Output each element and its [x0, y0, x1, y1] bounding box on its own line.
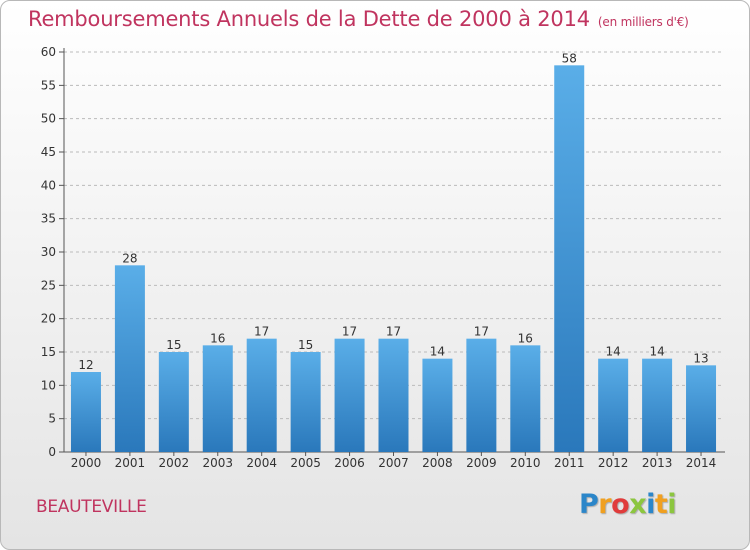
y-tick-label: 30: [41, 245, 56, 259]
y-tick-label: 25: [41, 278, 56, 292]
bar-2013: [642, 358, 673, 452]
data-label-2000: 12: [78, 358, 93, 372]
x-tick-label-2010: 2010: [510, 456, 541, 470]
axes: 0 5 10 15 20 25 30 35 40 45 50 55 60 2000 2001 2002 2003…: [41, 45, 725, 470]
data-label-2003: 16: [210, 331, 225, 345]
bar-2005: [290, 352, 321, 452]
data-label-2002: 15: [166, 338, 181, 352]
bar-2008: [422, 358, 453, 452]
y-tick-label: 40: [41, 178, 56, 192]
y-tick-label: 45: [41, 145, 56, 159]
bar-2014: [686, 365, 717, 452]
data-label-2006: 17: [342, 325, 357, 339]
data-label-2014: 13: [693, 351, 708, 365]
y-tick-label: 15: [41, 345, 56, 359]
chart-title: Remboursements Annuels de la Dette de 20…: [28, 7, 689, 31]
bar-2011: [554, 65, 585, 452]
x-tick-label-2013: 2013: [642, 456, 673, 470]
x-tick-label-2008: 2008: [422, 456, 453, 470]
bar-2004: [246, 338, 277, 452]
data-label-2008: 14: [430, 345, 445, 359]
y-tick-label: 60: [41, 45, 56, 59]
bar-2003: [202, 345, 233, 452]
data-label-2004: 17: [254, 325, 269, 339]
bar-2010: [510, 345, 541, 452]
x-tick-label-2011: 2011: [554, 456, 585, 470]
logo-letter: r: [598, 489, 612, 520]
data-label-2009: 17: [474, 325, 489, 339]
logo-letter: i: [646, 489, 655, 520]
bar-2001: [114, 265, 145, 452]
x-tick-label-2005: 2005: [290, 456, 321, 470]
bars: 12 28 15 16 17 15 17 17 14 17 16 58 14 14 13: [70, 51, 717, 452]
data-label-2005: 15: [298, 338, 313, 352]
y-tick-label: 55: [41, 78, 56, 92]
logo-letter: t: [654, 489, 668, 520]
bar-2002: [158, 352, 189, 452]
x-tick-label-2012: 2012: [598, 456, 629, 470]
bar-2000: [70, 372, 101, 452]
data-label-2011: 58: [562, 51, 577, 65]
data-label-2013: 14: [649, 345, 664, 359]
chart-unit: (en milliers d'€): [597, 15, 689, 29]
bar-2012: [598, 358, 629, 452]
x-tick-label-2002: 2002: [159, 456, 190, 470]
logo-letter: P: [579, 489, 599, 520]
x-tick-label-2014: 2014: [686, 456, 717, 470]
logo-letter: i: [667, 489, 677, 520]
bar-2009: [466, 338, 497, 452]
x-tick-label-2004: 2004: [246, 456, 277, 470]
data-label-2010: 16: [518, 331, 533, 345]
y-tick-label: 50: [41, 112, 56, 126]
commune-name: BEAUTEVILLE: [36, 497, 147, 517]
proxiti-logo: Proxiti: [579, 489, 677, 520]
data-label-2001: 28: [122, 251, 137, 265]
data-label-2007: 17: [386, 325, 401, 339]
logo-letter: x: [629, 489, 647, 520]
x-tick-label-2007: 2007: [378, 456, 409, 470]
y-tick-label: 35: [41, 212, 56, 226]
y-tick-label: 5: [48, 412, 56, 426]
bar-2006: [334, 338, 365, 452]
x-tick-label-2001: 2001: [115, 456, 146, 470]
y-tick-label: 0: [48, 445, 56, 459]
x-tick-label-2000: 2000: [71, 456, 102, 470]
x-tick-label-2006: 2006: [334, 456, 365, 470]
y-tick-label: 20: [41, 312, 56, 326]
x-tick-label-2003: 2003: [202, 456, 233, 470]
y-tick-label: 10: [41, 378, 56, 392]
x-tick-label-2009: 2009: [466, 456, 497, 470]
bar-2007: [378, 338, 409, 452]
data-label-2012: 14: [606, 345, 621, 359]
logo-letter: o: [611, 489, 630, 520]
